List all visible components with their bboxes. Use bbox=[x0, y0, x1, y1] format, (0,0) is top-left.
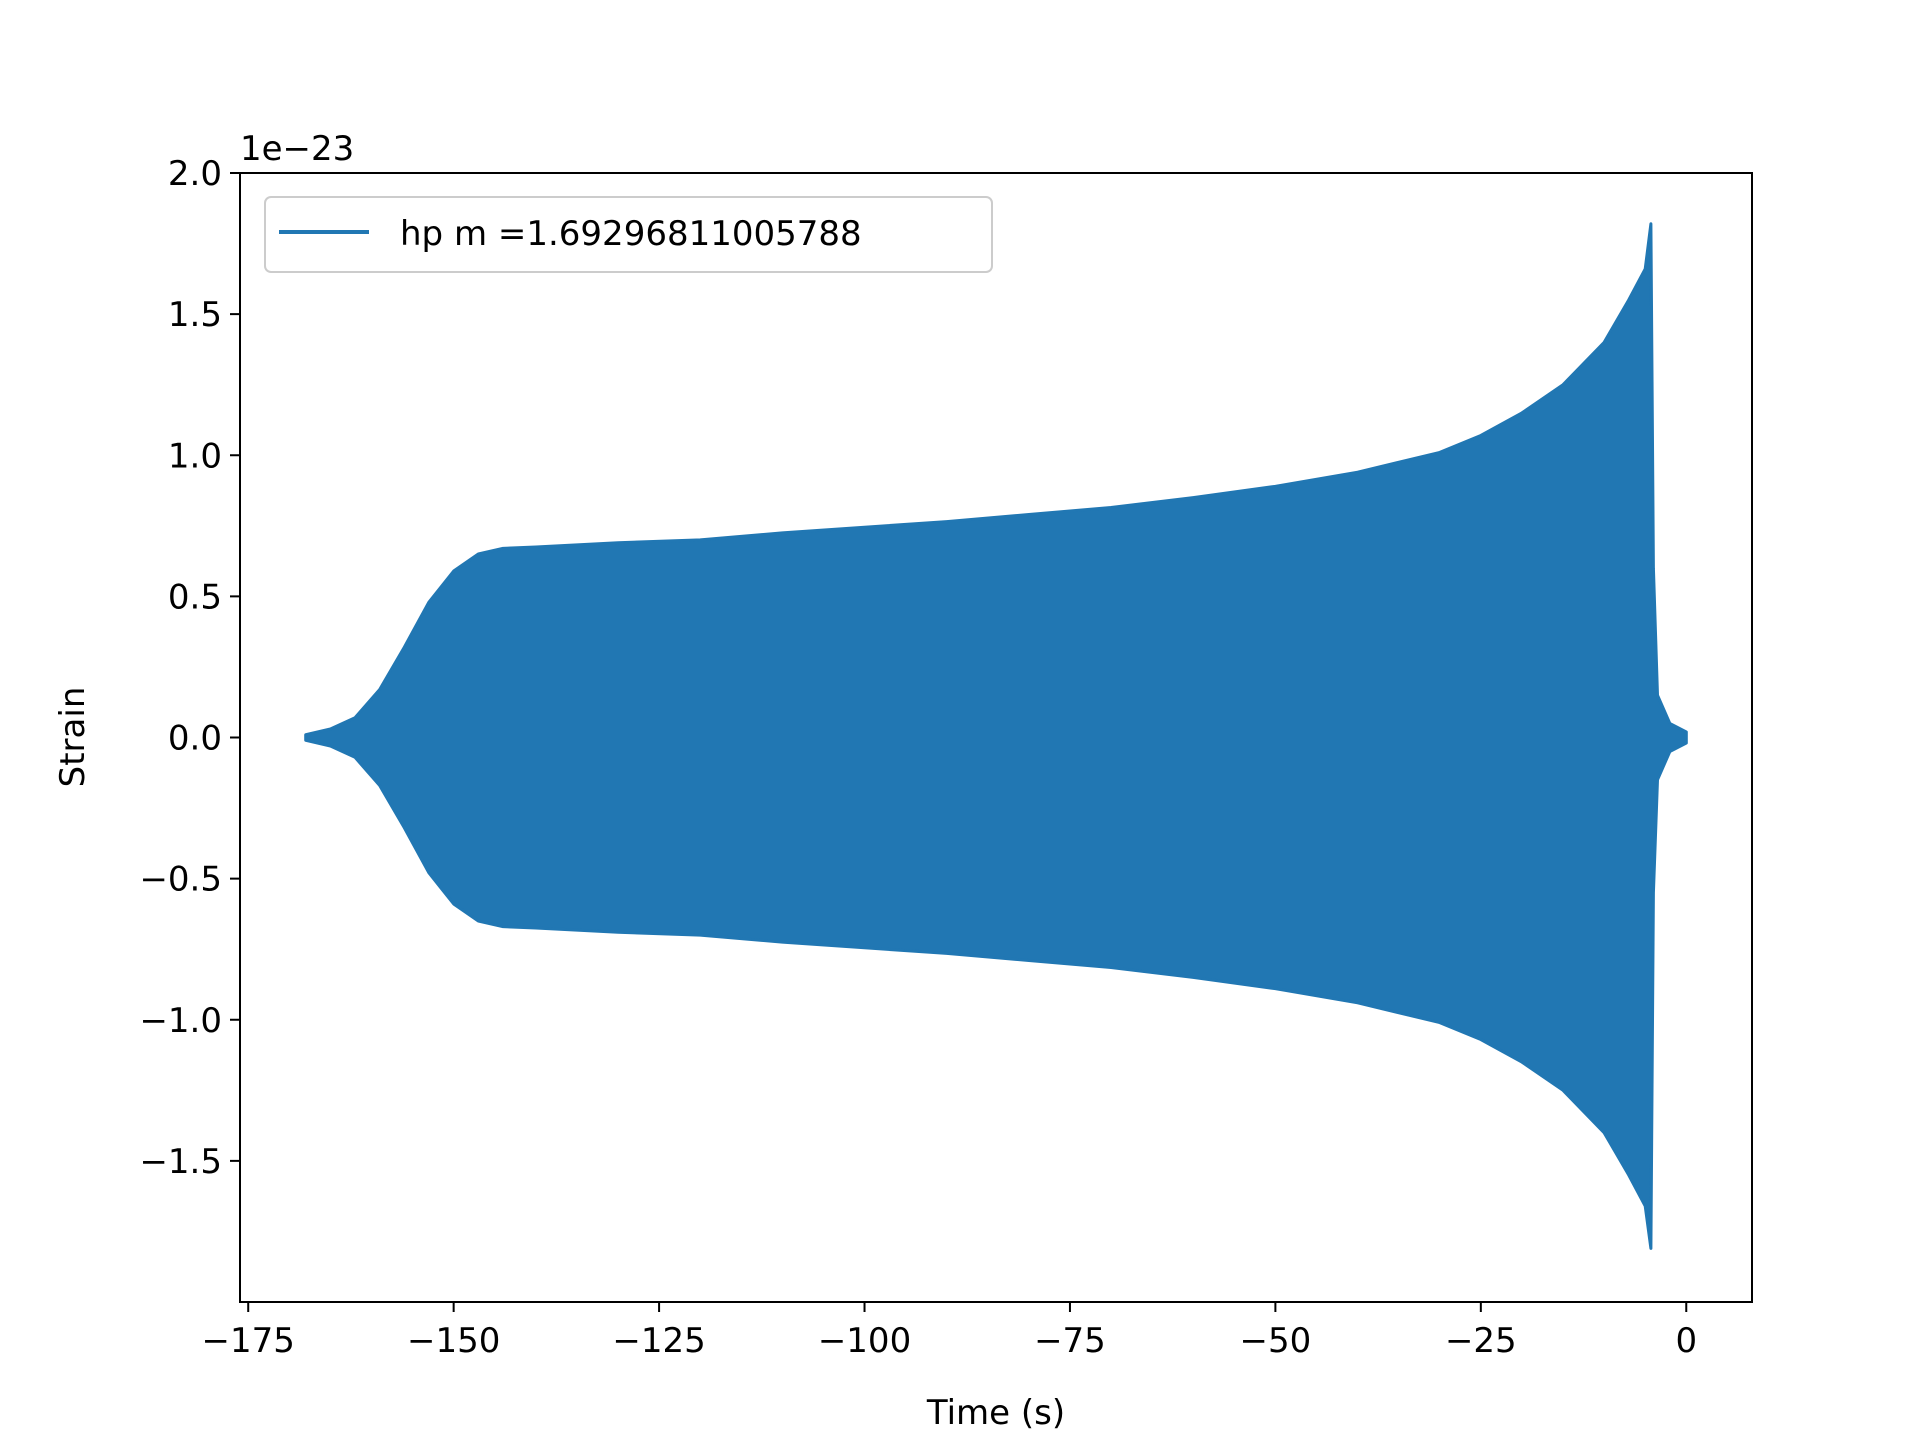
legend: hp m =1.69296811005788 bbox=[264, 196, 993, 273]
series-waveform bbox=[304, 222, 1688, 1250]
x-tick-label: −150 bbox=[407, 1321, 500, 1361]
y-tick-label: −1.5 bbox=[139, 1142, 222, 1182]
y-offset-label: 1e−23 bbox=[240, 129, 354, 169]
y-tick-label: 1.0 bbox=[168, 436, 222, 476]
x-tick-label: 0 bbox=[1675, 1321, 1697, 1361]
y-tick-label: 0.5 bbox=[168, 577, 222, 617]
x-axis-label: Time (s) bbox=[926, 1393, 1065, 1433]
x-tick-label: −100 bbox=[818, 1321, 911, 1361]
x-tick-label: −175 bbox=[202, 1321, 295, 1361]
y-tick-label: 0.0 bbox=[168, 719, 222, 759]
x-tick-label: −25 bbox=[1445, 1321, 1517, 1361]
x-tick-label: −125 bbox=[612, 1321, 705, 1361]
x-tick-label: −75 bbox=[1034, 1321, 1106, 1361]
y-tick-label: 1.5 bbox=[168, 295, 222, 335]
legend-label: hp m =1.69296811005788 bbox=[400, 214, 862, 254]
y-tick-label: −0.5 bbox=[139, 860, 222, 900]
y-tick-label: −1.0 bbox=[139, 1001, 222, 1041]
legend-box bbox=[264, 196, 993, 273]
y-axis-label: Strain bbox=[53, 687, 93, 788]
y-tick-label: 2.0 bbox=[168, 154, 222, 194]
x-tick-label: −50 bbox=[1240, 1321, 1312, 1361]
